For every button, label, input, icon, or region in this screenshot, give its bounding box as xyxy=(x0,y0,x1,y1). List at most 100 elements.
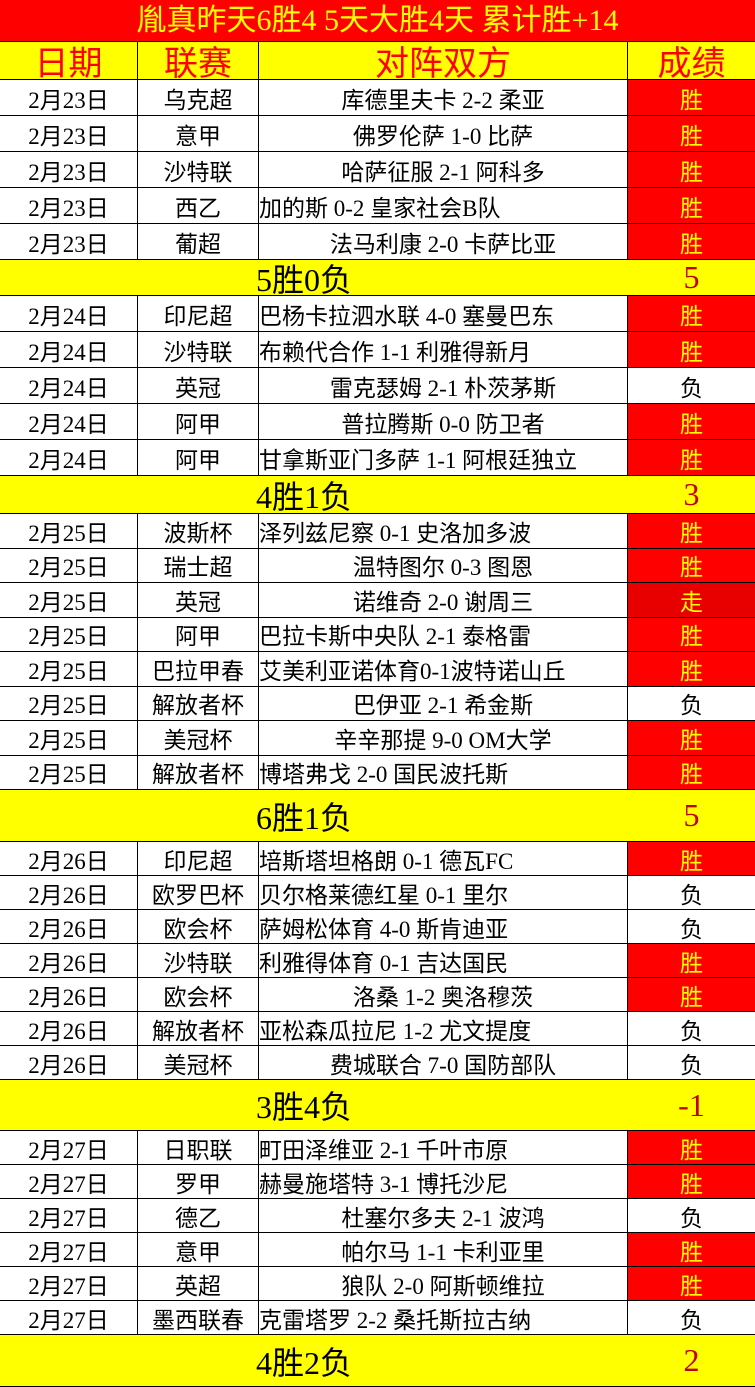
match-cell: 巴杨卡拉泗水联 4-0 塞曼巴东 xyxy=(259,296,628,331)
day-summary-row: 5胜0负 5 xyxy=(0,260,755,296)
table-row: 2月27日 日职联 町田泽维亚 2-1 千叶市原胜 xyxy=(0,1131,755,1165)
result-cell: 胜 xyxy=(628,1165,755,1198)
summary-record: 6胜1负 xyxy=(255,799,352,836)
day-summary-row: 3胜4负 -1 xyxy=(0,1080,755,1131)
match-cell: 巴伊亚 2-1 希金斯 xyxy=(259,686,628,720)
league-cell: 印尼超 xyxy=(138,296,259,331)
match-cell: 杜塞尔多夫 2-1 波鸿 xyxy=(259,1199,628,1232)
header-league: 联赛 xyxy=(138,42,259,79)
result-cell: 胜 xyxy=(628,755,755,789)
date-cell: 2月26日 xyxy=(0,978,138,1011)
table-row: 2月25日 解放者杯 博塔弗戈 2-0 国民波托斯胜 xyxy=(0,755,755,790)
summary-record-cell: 4胜1负 xyxy=(0,476,628,514)
league-cell: 英冠 xyxy=(138,583,259,617)
sheet-title: 胤真昨天6胜4 5天大胜4天 累计胜+14 xyxy=(0,0,755,42)
day-summary-row: 4胜1负 3 xyxy=(0,476,755,514)
table-row: 2月27日 罗甲 赫曼施塔特 3-1 博托沙尼胜 xyxy=(0,1165,755,1199)
table-row: 2月24日 阿甲 甘拿斯亚门多萨 1-1 阿根廷独立胜 xyxy=(0,440,755,476)
match-cell: 狼队 2-0 阿斯顿维拉 xyxy=(259,1267,628,1300)
league-cell: 美冠杯 xyxy=(138,721,259,755)
league-cell: 阿甲 xyxy=(138,617,259,651)
league-cell: 解放者杯 xyxy=(138,1012,259,1045)
date-cell: 2月23日 xyxy=(0,116,138,151)
date-cell: 2月27日 xyxy=(0,1199,138,1232)
result-cell: 负 xyxy=(628,1046,755,1079)
date-cell: 2月26日 xyxy=(0,944,138,977)
league-cell: 解放者杯 xyxy=(138,755,259,789)
result-cell: 胜 xyxy=(628,224,755,259)
result-cell: 负 xyxy=(628,1199,755,1232)
match-cell: 巴拉卡斯中央队 2-1 泰格雷 xyxy=(259,617,628,651)
match-cell: 町田泽维亚 2-1 千叶市原 xyxy=(259,1131,628,1164)
match-cell: 克雷塔罗 2-2 桑托斯拉古纳 xyxy=(259,1301,628,1334)
match-cell: 贝尔格莱德红星 0-1 里尔 xyxy=(259,876,628,909)
date-cell: 2月27日 xyxy=(0,1165,138,1198)
result-cell: 胜 xyxy=(628,80,755,115)
result-cell: 胜 xyxy=(628,617,755,651)
match-cell: 辛辛那提 9-0 OM大学 xyxy=(259,721,628,755)
result-cell: 胜 xyxy=(628,842,755,875)
match-cell: 博塔弗戈 2-0 国民波托斯 xyxy=(259,755,628,789)
table-row: 2月27日 墨西联春 克雷塔罗 2-2 桑托斯拉古纳负 xyxy=(0,1301,755,1335)
result-cell: 胜 xyxy=(628,978,755,1011)
header-row: 日期 联赛 对阵双方 成绩 xyxy=(0,42,755,80)
table-row: 2月25日 瑞士超 温特图尔 0-3 图恩胜 xyxy=(0,548,755,583)
league-cell: 印尼超 xyxy=(138,842,259,875)
summary-score: 2 xyxy=(683,1342,700,1378)
date-cell: 2月24日 xyxy=(0,404,138,439)
date-cell: 2月25日 xyxy=(0,548,138,582)
date-cell: 2月24日 xyxy=(0,332,138,367)
result-cell: 胜 xyxy=(628,332,755,367)
table-row: 2月26日 印尼超 培斯塔坦格朗 0-1 德瓦FC 胜 xyxy=(0,842,755,876)
league-cell: 巴拉甲春 xyxy=(138,652,259,686)
league-cell: 阿甲 xyxy=(138,440,259,475)
summary-record: 4胜2负 xyxy=(255,1344,352,1381)
result-cell: 胜 xyxy=(628,440,755,475)
day-summary-row: 6胜1负 5 xyxy=(0,790,755,842)
table-row: 2月25日 阿甲 巴拉卡斯中央队 2-1 泰格雷胜 xyxy=(0,617,755,652)
league-cell: 英超 xyxy=(138,1267,259,1300)
match-cell: 费城联合 7-0 国防部队 xyxy=(259,1046,628,1079)
table-row: 2月24日 印尼超 巴杨卡拉泗水联 4-0 塞曼巴东胜 xyxy=(0,296,755,332)
date-cell: 2月26日 xyxy=(0,910,138,943)
match-cell: 帕尔马 1-1 卡利亚里 xyxy=(259,1233,628,1266)
league-cell: 美冠杯 xyxy=(138,1046,259,1079)
summary-record-cell: 3胜4负 xyxy=(0,1080,628,1130)
table-row: 2月23日 意甲 佛罗伦萨 1-0 比萨胜 xyxy=(0,116,755,152)
table-row: 2月27日 意甲 帕尔马 1-1 卡利亚里胜 xyxy=(0,1233,755,1267)
table-row: 2月26日 沙特联 利雅得体育 0-1 吉达国民胜 xyxy=(0,944,755,978)
date-cell: 2月23日 xyxy=(0,80,138,115)
league-cell: 解放者杯 xyxy=(138,686,259,720)
result-cell: 胜 xyxy=(628,188,755,223)
summary-record: 4胜1负 xyxy=(255,478,352,514)
result-cell: 负 xyxy=(628,1012,755,1045)
date-cell: 2月25日 xyxy=(0,617,138,651)
result-cell: 负 xyxy=(628,1301,755,1334)
match-cell: 培斯塔坦格朗 0-1 德瓦FC xyxy=(259,842,628,875)
table-row: 2月23日 乌克超 库德里夫卡 2-2 柔亚胜 xyxy=(0,80,755,116)
table-row: 2月23日 沙特联 哈萨征服 2-1 阿科多胜 xyxy=(0,152,755,188)
league-cell: 乌克超 xyxy=(138,80,259,115)
result-cell: 胜 xyxy=(628,296,755,331)
date-cell: 2月24日 xyxy=(0,296,138,331)
date-cell: 2月27日 xyxy=(0,1131,138,1164)
league-cell: 意甲 xyxy=(138,1233,259,1266)
result-cell: 胜 xyxy=(628,548,755,582)
result-cell: 胜 xyxy=(628,1233,755,1266)
league-cell: 罗甲 xyxy=(138,1165,259,1198)
league-cell: 波斯杯 xyxy=(138,514,259,548)
summary-record-cell: 6胜1负 xyxy=(0,790,628,841)
match-cell: 雷克瑟姆 2-1 朴茨茅斯 xyxy=(259,368,628,403)
league-cell: 墨西联春 xyxy=(138,1301,259,1334)
league-cell: 欧会杯 xyxy=(138,910,259,943)
table-row: 2月25日 波斯杯 泽列兹尼察 0-1 史洛加多波胜 xyxy=(0,514,755,549)
result-cell: 胜 xyxy=(628,404,755,439)
summary-record: 5胜0负 xyxy=(255,261,352,296)
date-cell: 2月26日 xyxy=(0,1046,138,1079)
league-cell: 意甲 xyxy=(138,116,259,151)
table-row: 2月26日 欧会杯 洛桑 1-2 奥洛穆茨胜 xyxy=(0,978,755,1012)
result-cell: 负 xyxy=(628,368,755,403)
date-cell: 2月23日 xyxy=(0,188,138,223)
header-date: 日期 xyxy=(0,42,138,79)
